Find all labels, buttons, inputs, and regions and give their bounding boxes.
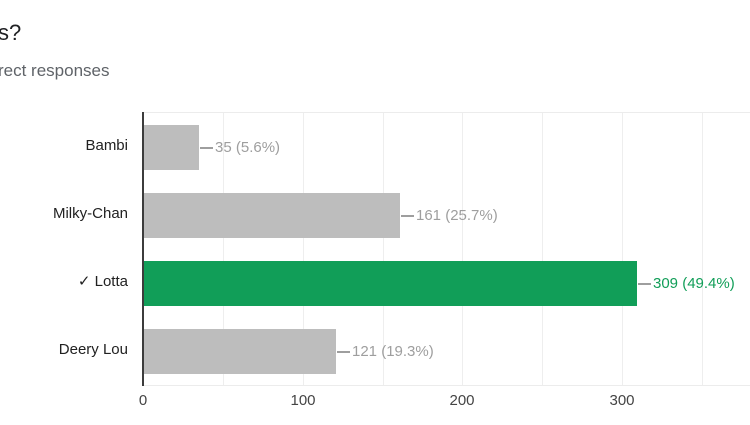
gridline-200: [462, 113, 463, 385]
gridline-100: [303, 113, 304, 385]
gridline-150: [383, 113, 384, 385]
category-label: Bambi: [85, 137, 128, 154]
gridline-250: [542, 113, 543, 385]
value-callout-line: [200, 146, 213, 149]
bar-milky-chan: [143, 193, 400, 238]
value-callout-line: [638, 282, 651, 285]
x-tick-label-0: 0: [138, 392, 148, 409]
plot-area: 35 (5.6%) 161 (25.7%) 309 (49.4%) 121 (19.3…: [143, 112, 750, 386]
value-callout-line: [337, 350, 350, 353]
question-title-fragment: s?: [0, 20, 22, 45]
bar-bambi: [143, 125, 199, 170]
gridline-350: [702, 113, 703, 385]
bar-deery-lou: [143, 329, 336, 374]
category-label: Deery Lou: [58, 341, 128, 358]
bar-lotta: [143, 261, 637, 306]
y-axis-line: [142, 112, 144, 386]
gridline-300: [622, 113, 623, 385]
value-label: 35 (5.6%): [215, 139, 281, 156]
value-label: 309 (49.4%): [653, 275, 735, 292]
x-tick-label-200: 200: [449, 392, 475, 409]
value-callout-line: [401, 214, 414, 217]
gridline-50: [223, 113, 224, 385]
correct-responses-text: rect responses: [0, 61, 110, 80]
x-tick-label-300: 300: [609, 392, 635, 409]
value-label: 161 (25.7%): [416, 207, 498, 224]
category-label: ✓ Lotta: [77, 273, 128, 290]
category-label: Milky-Chan: [52, 205, 128, 222]
x-tick-label-100: 100: [290, 392, 316, 409]
value-label: 121 (19.3%): [352, 343, 434, 360]
